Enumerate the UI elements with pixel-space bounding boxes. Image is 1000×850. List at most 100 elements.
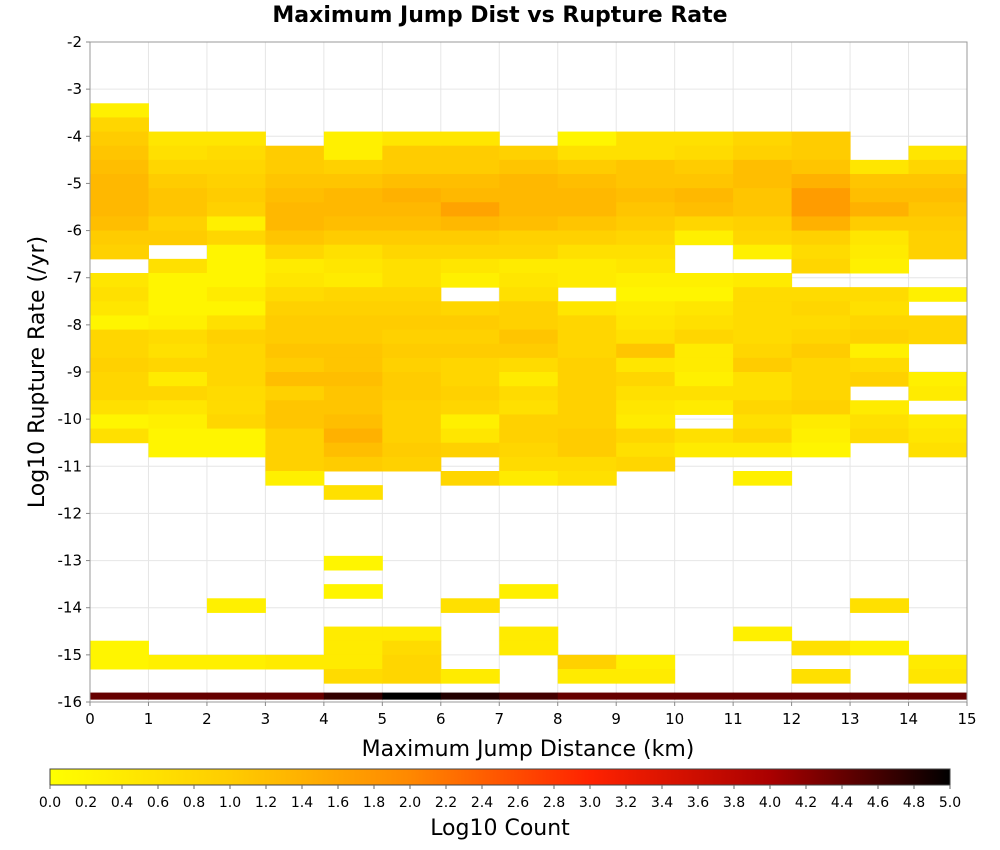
heatmap-cell: [557, 244, 617, 260]
heatmap-cell: [908, 188, 968, 203]
heatmap-cell: [499, 640, 559, 656]
colorbar-tick-label: 3.4: [651, 795, 673, 811]
heatmap-cell: [440, 273, 500, 288]
x-tick-label: 13: [841, 710, 860, 728]
heatmap-cell: [733, 329, 793, 345]
chart-title: Maximum Jump Dist vs Rupture Rate: [272, 3, 727, 28]
heatmap-cell: [90, 329, 149, 345]
heatmap-cell: [90, 202, 149, 217]
heatmap-cell: [440, 442, 500, 458]
heatmap-cell: [908, 329, 968, 345]
heatmap-cell: [323, 131, 383, 147]
heatmap-cell: [674, 442, 734, 458]
heatmap-cell: [616, 386, 676, 401]
heatmap-cell: [148, 414, 208, 430]
heatmap-cell: [499, 471, 559, 486]
heatmap-cell: [90, 357, 149, 373]
heatmap-cell: [265, 414, 325, 430]
heatmap-cell: [440, 145, 500, 161]
heatmap-cell: [323, 273, 383, 288]
heatmap-cell: [382, 654, 442, 670]
heatmap-cell: [616, 315, 676, 331]
heatmap-cell: [557, 216, 617, 232]
heatmap-cell: [733, 428, 793, 444]
heatmap-cell: [265, 471, 325, 486]
heatmap-cell: [382, 400, 442, 415]
heatmap-cell: [440, 230, 500, 246]
heatmap-cell: [733, 174, 793, 189]
heatmap-cell: [148, 216, 208, 232]
heatmap-cell: [323, 428, 383, 444]
heatmap-cell: [148, 400, 208, 415]
heatmap-cell: [557, 329, 617, 345]
heatmap-cell: [148, 258, 208, 274]
heatmap-cell: [148, 386, 208, 401]
heatmap-cell: [90, 216, 149, 232]
heatmap-cell: [206, 598, 266, 613]
heatmap-cell: [323, 584, 383, 599]
heatmap-cell: [382, 174, 442, 189]
heatmap-cell: [382, 159, 442, 175]
colorbar-tick-label: 2.4: [471, 795, 493, 811]
heatmap-cell: [382, 428, 442, 444]
heatmap-cell: [440, 131, 500, 147]
heatmap-cell: [791, 244, 851, 260]
y-axis-ticks: -2 -3 -4 -5 -6 -7 -8 -9 -10 -11 -12 -13 -14 -15 -16: [58, 33, 90, 711]
heatmap-cell: [382, 131, 442, 147]
heatmap-cell: [850, 244, 910, 260]
heatmap-cell: [674, 301, 734, 316]
heatmap-cell: [674, 329, 734, 345]
heatmap-cell: [850, 174, 910, 189]
colorbar-tick-label: 3.2: [615, 795, 637, 811]
heatmap-cell: [850, 400, 910, 415]
heatmap-cell: [440, 669, 500, 684]
heatmap-cell: [206, 216, 266, 232]
colorbar-tick-label: 1.6: [327, 795, 349, 811]
heatmap-cell: [674, 188, 734, 203]
x-tick-label: 6: [436, 710, 446, 728]
x-axis-ticks: 0 1 2 3 4 5 6 7 8 9 10 11 12 13 14 15: [85, 702, 977, 728]
heatmap-cells: [90, 103, 968, 700]
heatmap-cell: [90, 400, 149, 415]
y-tick-label: -11: [58, 457, 83, 475]
heatmap-cell: [908, 692, 968, 700]
heatmap-cell: [382, 692, 442, 700]
heatmap-cell: [733, 315, 793, 331]
heatmap-cell: [733, 626, 793, 642]
heatmap-cell: [323, 159, 383, 175]
heatmap-cell: [206, 131, 266, 147]
heatmap-cell: [382, 244, 442, 260]
heatmap-cell: [90, 315, 149, 331]
heatmap-cell: [382, 273, 442, 288]
x-tick-label: 3: [261, 710, 271, 728]
heatmap-cell: [908, 230, 968, 246]
heatmap-cell: [440, 386, 500, 401]
heatmap-cell: [148, 273, 208, 288]
heatmap-cell: [616, 174, 676, 189]
heatmap-cell: [557, 692, 617, 700]
heatmap-cell: [323, 640, 383, 656]
heatmap-cell: [674, 273, 734, 288]
heatmap-cell: [265, 301, 325, 316]
heatmap-cell: [90, 103, 149, 118]
heatmap-cell: [557, 654, 617, 670]
heatmap-cell: [791, 357, 851, 373]
heatmap-cell: [499, 202, 559, 217]
heatmap-cell: [499, 287, 559, 302]
colorbar-tick-label: 3.0: [579, 795, 601, 811]
x-tick-label: 1: [144, 710, 154, 728]
heatmap-cell: [733, 131, 793, 147]
colorbar-tick-label: 1.4: [291, 795, 313, 811]
heatmap-cell: [733, 357, 793, 373]
heatmap-cell: [616, 131, 676, 147]
heatmap-cell: [557, 471, 617, 486]
heatmap-cell: [791, 230, 851, 246]
heatmap-cell: [791, 287, 851, 302]
heatmap-cell: [323, 400, 383, 415]
heatmap-cell: [499, 692, 559, 700]
heatmap-cell: [206, 258, 266, 274]
heatmap-cell: [791, 442, 851, 458]
heatmap-cell: [557, 669, 617, 684]
heatmap-cell: [382, 202, 442, 217]
heatmap-cell: [674, 287, 734, 302]
